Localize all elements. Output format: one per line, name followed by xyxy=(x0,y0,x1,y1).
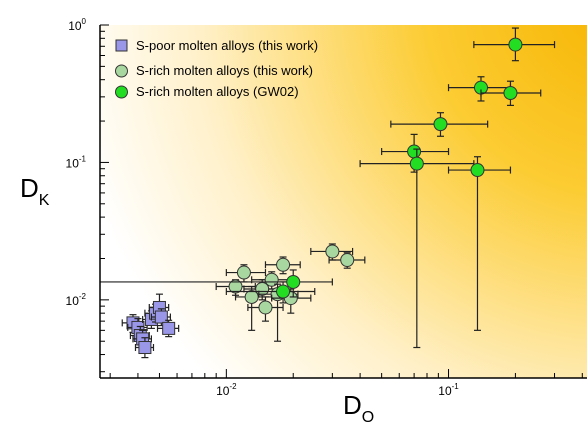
y-tick-exp: 0 xyxy=(82,17,87,26)
x-axis-label: DO xyxy=(343,390,374,423)
y-tick-base: 10 xyxy=(66,156,80,170)
data-point-circle xyxy=(407,144,422,159)
series-0 xyxy=(121,293,180,359)
data-point-circle xyxy=(244,289,259,304)
data-point-circle xyxy=(325,244,340,259)
x-tick-exp: -1 xyxy=(452,382,460,391)
data-point-circle xyxy=(258,300,273,315)
data-point-square xyxy=(154,310,168,324)
axes xyxy=(99,24,587,379)
legend-label: S-rich molten alloys (GW02) xyxy=(136,84,299,99)
y-tick-exp: -2 xyxy=(79,292,87,301)
data-point-circle xyxy=(276,257,291,272)
y-axis-label-main: D xyxy=(20,173,39,203)
x-tick-label: 10-1 xyxy=(438,382,459,398)
legend-marker-square xyxy=(115,39,128,52)
data-point-square xyxy=(138,341,152,355)
y-tick-exp: -1 xyxy=(79,154,87,163)
data-point-circle xyxy=(264,272,279,287)
y-tick-label: 10-1 xyxy=(66,154,87,170)
legend-label: S-poor molten alloys (this work) xyxy=(136,38,318,53)
y-tick-labels: 100 10-1 10-2 xyxy=(66,17,87,308)
data-point-circle xyxy=(276,284,291,299)
y-tick-base: 10 xyxy=(66,294,80,308)
data-point-circle xyxy=(433,117,448,132)
y-axis-label: DK xyxy=(20,173,50,209)
x-tick-base: 10 xyxy=(438,384,452,398)
data-point-circle xyxy=(503,86,518,101)
data-point-circle xyxy=(236,265,251,280)
plot-area xyxy=(100,25,587,378)
data-point-circle xyxy=(409,156,424,171)
data-point-square xyxy=(162,321,176,335)
data-point-circle xyxy=(470,163,485,178)
x-tick-labels: 10-2 10-1 xyxy=(216,382,459,398)
data-point-circle xyxy=(508,37,523,52)
y-tick-label: 100 xyxy=(68,17,86,33)
x-axis-label-main: D xyxy=(343,390,362,420)
series-1 xyxy=(215,243,366,342)
y-tick-base: 10 xyxy=(68,19,82,33)
y-axis-label-sub: K xyxy=(39,192,50,209)
data-point-circle xyxy=(286,274,301,289)
data-marks xyxy=(100,27,556,359)
x-tick-exp: -2 xyxy=(229,382,237,391)
legend-label: S-rich molten alloys (this work) xyxy=(136,63,313,78)
legend: S-poor molten alloys (this work) S-rich … xyxy=(115,38,318,99)
legend-marker-circle xyxy=(115,64,128,78)
series-2 xyxy=(100,27,556,349)
data-point-circle xyxy=(340,252,355,267)
y-tick-label: 10-2 xyxy=(66,292,87,308)
data-point-circle xyxy=(228,279,243,294)
error-bars xyxy=(100,269,333,298)
x-axis-label-sub: O xyxy=(362,409,374,423)
legend-marker-circle xyxy=(115,85,128,99)
x-tick-base: 10 xyxy=(216,384,230,398)
x-tick-label: 10-2 xyxy=(216,382,237,398)
